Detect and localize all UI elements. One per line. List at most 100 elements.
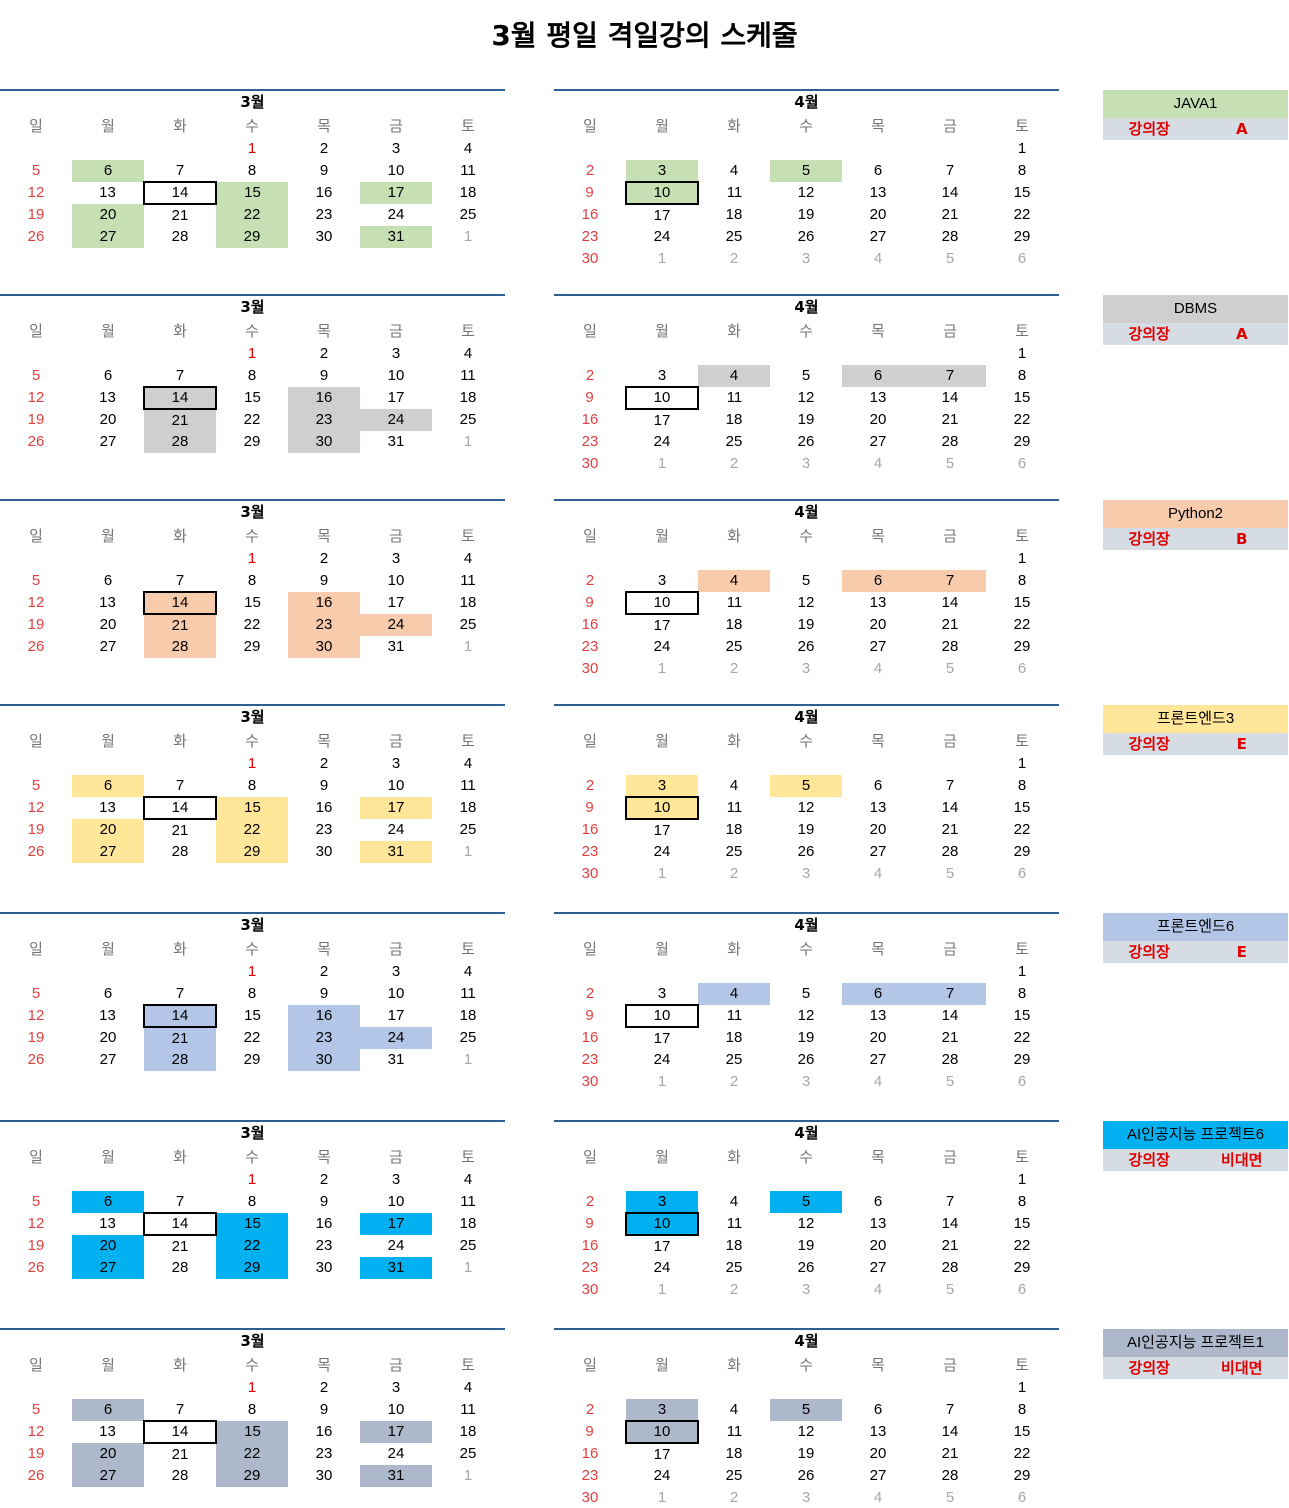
day-cell[interactable]: 18 [725, 616, 743, 633]
day-cell[interactable]: 24 [653, 228, 671, 245]
day-cell[interactable]: 28 [171, 1259, 189, 1276]
day-cell[interactable]: 1 [1017, 550, 1027, 567]
day-cell[interactable]: 7 [175, 776, 185, 794]
day-cell[interactable]: 3 [391, 755, 401, 772]
day-cell[interactable]: 14 [941, 1423, 959, 1440]
day-cell[interactable]: 24 [387, 206, 405, 223]
day-cell[interactable]: 28 [144, 636, 216, 658]
day-cell[interactable]: 17 [387, 594, 405, 611]
day-cell[interactable]: 16 [581, 1445, 599, 1462]
day-cell[interactable]: 24 [653, 1051, 671, 1068]
day-cell[interactable]: 26 [27, 1051, 45, 1068]
day-cell[interactable]: 21 [171, 1237, 189, 1255]
day-cell[interactable]: 21 [144, 1027, 216, 1049]
day-cell[interactable]: 14 [941, 1007, 959, 1024]
day-cell[interactable]: 22 [1013, 206, 1031, 223]
day-cell[interactable]: 27 [869, 1259, 887, 1276]
day-cell[interactable]: 7 [914, 365, 986, 387]
day-cell[interactable]: 7 [945, 1193, 955, 1210]
day-cell[interactable]: 18 [459, 1007, 477, 1024]
day-cell[interactable]: 21 [941, 1029, 959, 1046]
day-cell[interactable]: 29 [243, 638, 261, 655]
day-cell[interactable]: 4 [463, 140, 473, 157]
day-cell[interactable] [72, 138, 144, 160]
day-cell[interactable]: 27 [869, 638, 887, 655]
day-cell[interactable]: 4 [463, 1171, 473, 1188]
day-cell[interactable]: 18 [725, 411, 743, 428]
day-cell[interactable]: 7 [914, 983, 986, 1005]
day-cell[interactable]: 20 [72, 1235, 144, 1257]
day-cell[interactable]: 1 [657, 1489, 667, 1506]
day-cell[interactable]: 10 [625, 796, 699, 820]
day-cell[interactable]: 3 [391, 140, 401, 157]
day-cell[interactable]: 15 [1013, 799, 1031, 816]
day-cell[interactable]: 25 [725, 843, 743, 860]
day-cell[interactable]: 29 [216, 841, 288, 863]
day-cell[interactable]: 11 [460, 1401, 476, 1418]
day-cell[interactable]: 12 [797, 389, 815, 406]
day-cell[interactable]: 31 [360, 1465, 432, 1487]
day-cell[interactable] [554, 1377, 626, 1399]
day-cell[interactable]: 26 [797, 1051, 815, 1068]
day-cell[interactable]: 5 [945, 1281, 955, 1298]
day-cell[interactable]: 17 [360, 1213, 432, 1235]
day-cell[interactable]: 26 [797, 843, 815, 860]
day-cell[interactable]: 12 [27, 594, 45, 611]
day-cell[interactable]: 30 [581, 1281, 599, 1298]
day-cell[interactable]: 12 [797, 1007, 815, 1024]
day-cell[interactable]: 30 [315, 843, 333, 860]
day-cell[interactable]: 8 [247, 985, 257, 1002]
day-cell[interactable]: 3 [801, 1489, 811, 1506]
day-cell[interactable] [0, 1169, 72, 1191]
day-cell[interactable]: 14 [143, 1212, 217, 1236]
day-cell[interactable] [770, 548, 842, 570]
day-cell[interactable]: 19 [27, 1237, 45, 1254]
day-cell[interactable]: 4 [873, 865, 883, 882]
day-cell[interactable]: 28 [941, 433, 959, 450]
day-cell[interactable]: 4 [873, 660, 883, 677]
day-cell[interactable]: 22 [243, 411, 261, 428]
day-cell[interactable]: 10 [387, 367, 405, 384]
day-cell[interactable]: 3 [801, 660, 811, 677]
day-cell[interactable]: 2 [729, 1489, 739, 1506]
day-cell[interactable]: 19 [797, 1029, 815, 1046]
day-cell[interactable] [626, 1169, 698, 1191]
day-cell[interactable]: 30 [315, 228, 333, 245]
day-cell[interactable]: 1 [247, 1171, 257, 1188]
day-cell[interactable]: 20 [72, 819, 144, 841]
day-cell[interactable] [554, 1169, 626, 1191]
day-cell[interactable]: 11 [726, 1007, 743, 1024]
day-cell[interactable]: 2 [319, 140, 329, 157]
day-cell[interactable]: 12 [797, 184, 815, 201]
day-cell[interactable] [72, 961, 144, 983]
day-cell[interactable]: 14 [143, 1004, 217, 1028]
day-cell[interactable]: 15 [1013, 1007, 1031, 1024]
day-cell[interactable]: 6 [72, 775, 144, 797]
day-cell[interactable] [626, 1377, 698, 1399]
day-cell[interactable]: 9 [319, 162, 329, 179]
day-cell[interactable]: 23 [581, 1467, 599, 1484]
day-cell[interactable]: 23 [288, 1027, 360, 1049]
day-cell[interactable]: 25 [459, 1029, 477, 1046]
day-cell[interactable]: 27 [869, 1467, 887, 1484]
day-cell[interactable]: 4 [873, 1489, 883, 1506]
day-cell[interactable]: 17 [653, 1237, 671, 1255]
day-cell[interactable] [842, 548, 914, 570]
day-cell[interactable]: 20 [869, 821, 887, 838]
day-cell[interactable]: 6 [873, 1193, 883, 1210]
day-cell[interactable]: 15 [216, 1421, 288, 1443]
day-cell[interactable]: 15 [216, 182, 288, 204]
day-cell[interactable]: 12 [797, 799, 815, 816]
day-cell[interactable]: 4 [698, 983, 770, 1005]
day-cell[interactable]: 27 [99, 1051, 117, 1068]
day-cell[interactable]: 12 [797, 1215, 815, 1232]
day-cell[interactable]: 21 [171, 206, 189, 224]
day-cell[interactable]: 27 [869, 433, 887, 450]
day-cell[interactable]: 16 [315, 184, 333, 201]
day-cell[interactable]: 3 [801, 250, 811, 267]
day-cell[interactable]: 3 [801, 865, 811, 882]
day-cell[interactable]: 13 [869, 1423, 887, 1440]
day-cell[interactable]: 12 [27, 1215, 45, 1232]
day-cell[interactable]: 21 [171, 821, 189, 839]
day-cell[interactable]: 20 [99, 1029, 117, 1046]
